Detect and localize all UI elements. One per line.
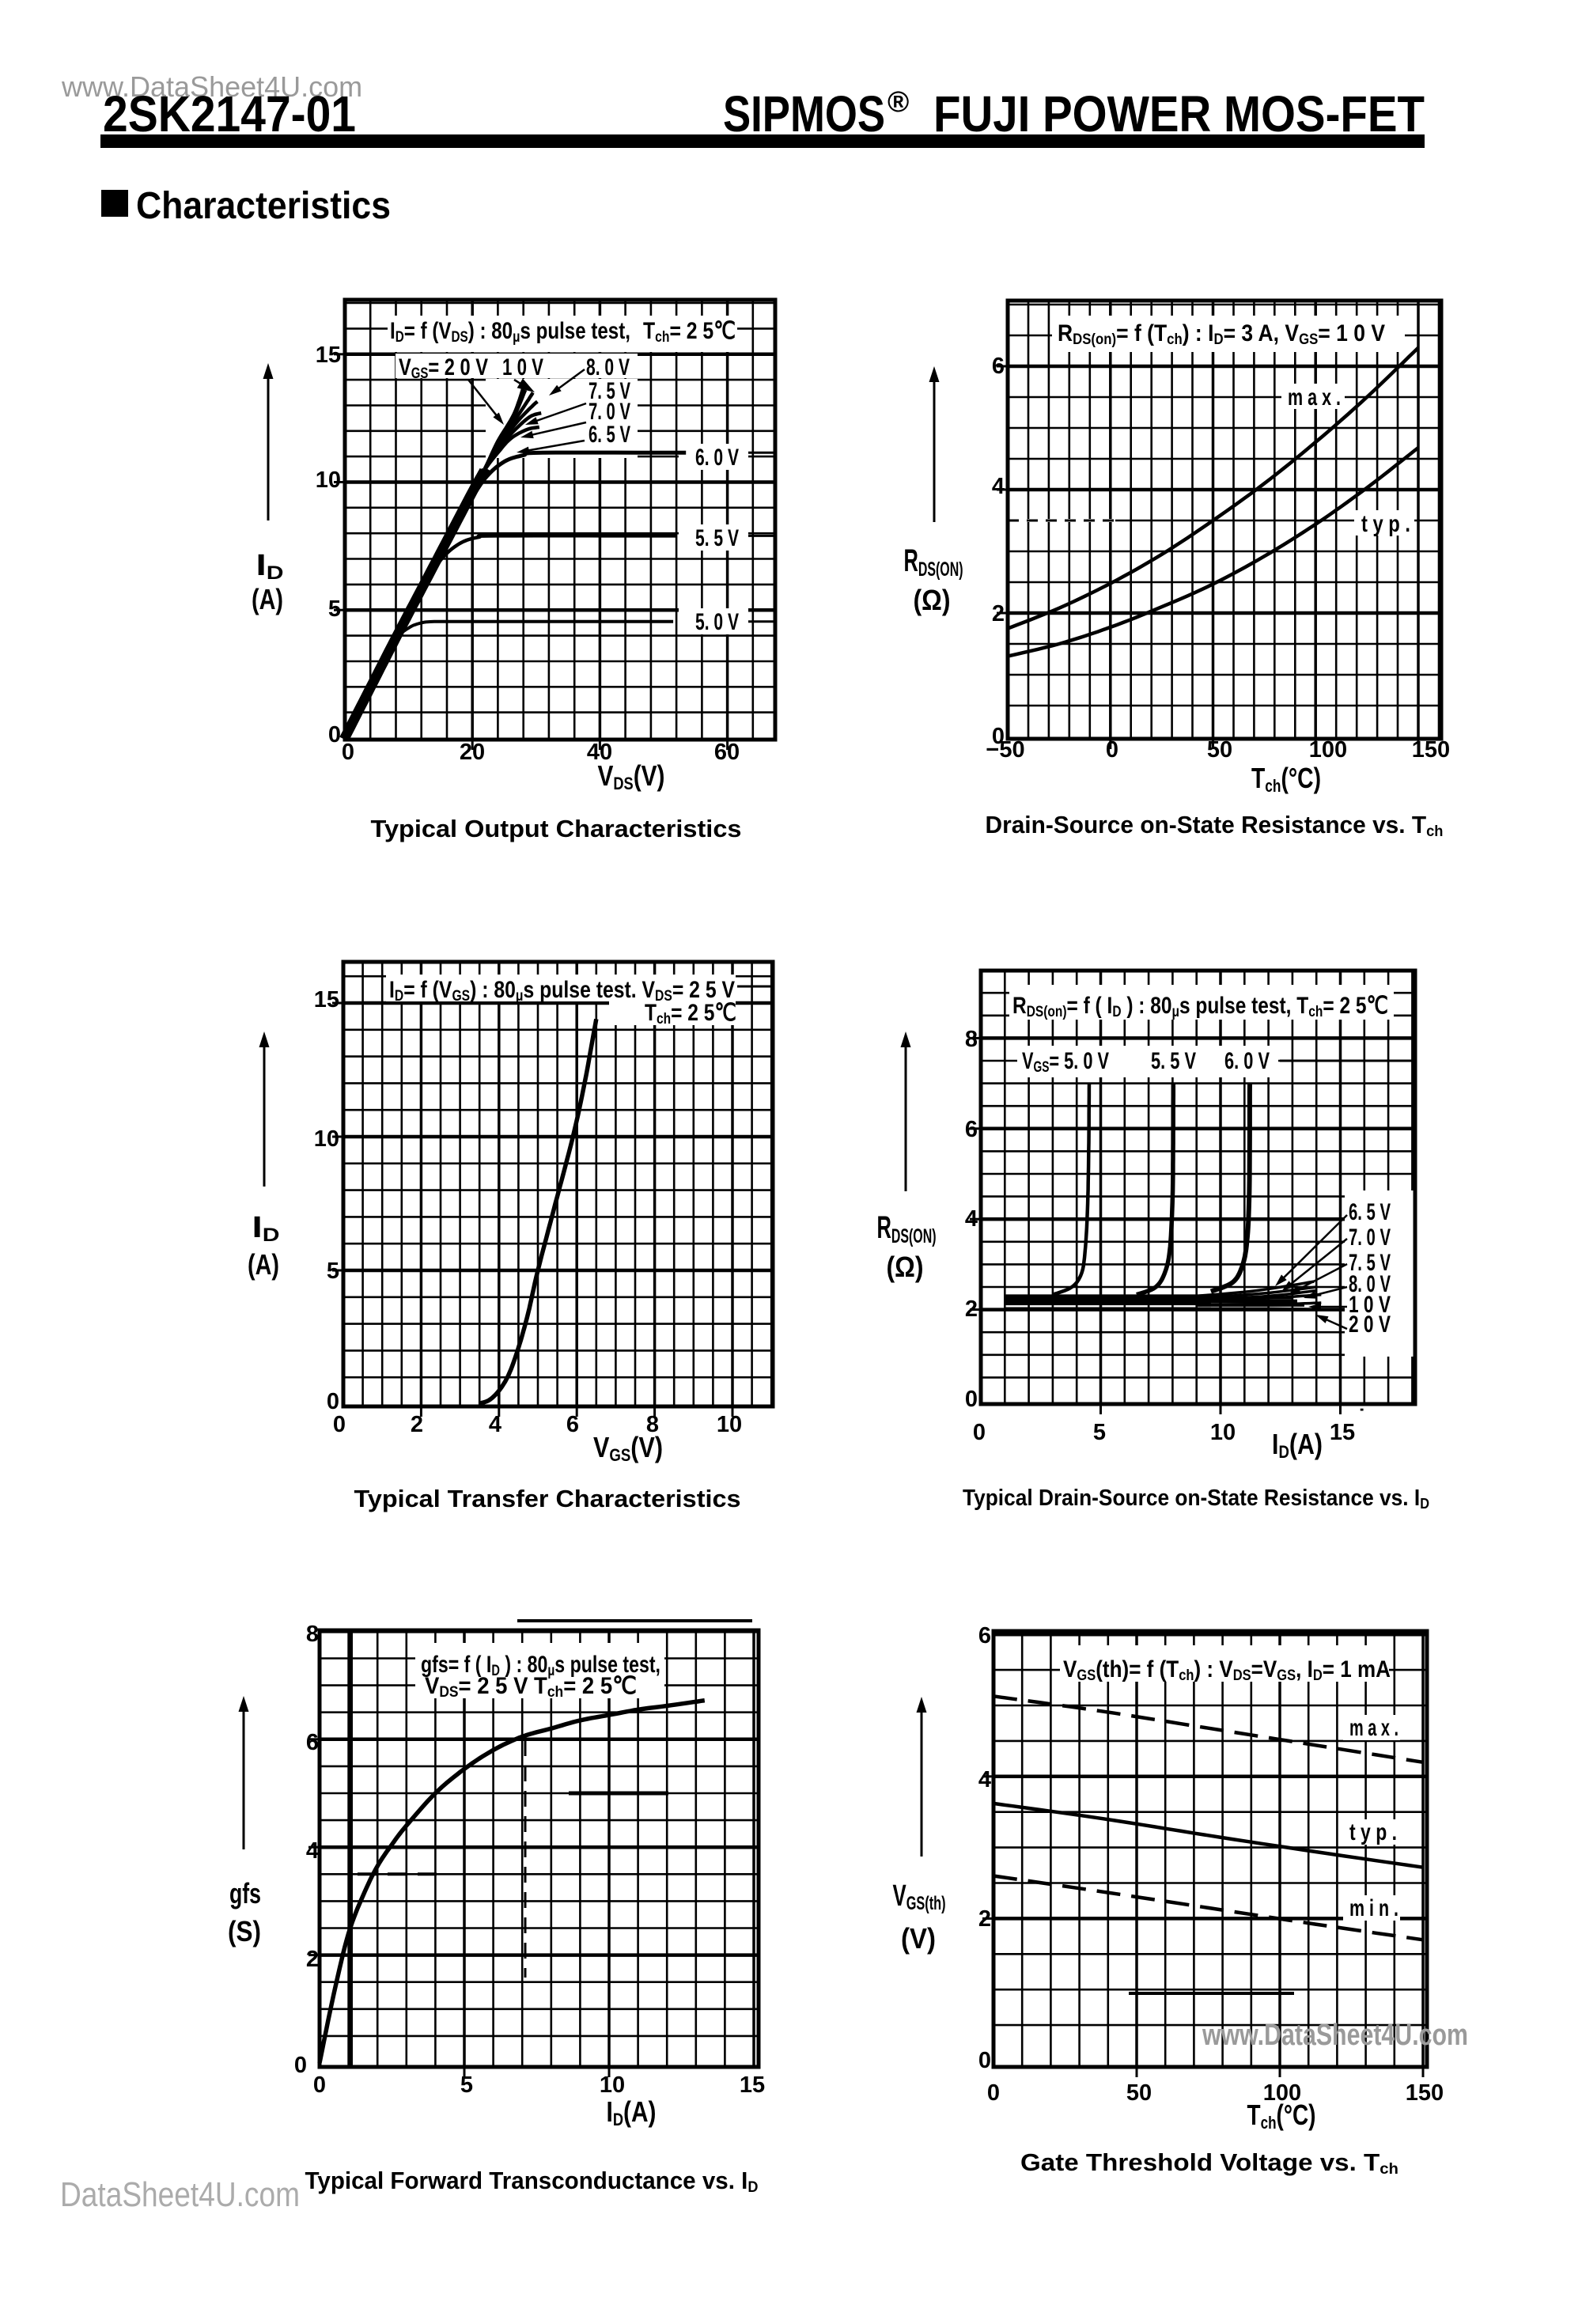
svg-text:150: 150 xyxy=(1406,2080,1444,2106)
svg-text:0: 0 xyxy=(1106,737,1118,763)
svg-text:0: 0 xyxy=(333,1412,346,1437)
svg-text:7. 0 V: 7. 0 V xyxy=(1349,1224,1391,1251)
svg-text:6. 5 V: 6. 5 V xyxy=(1349,1199,1391,1225)
svg-text:6: 6 xyxy=(566,1412,579,1437)
svg-text:4: 4 xyxy=(992,474,1005,499)
svg-text:8: 8 xyxy=(965,1027,978,1052)
svg-text:6: 6 xyxy=(306,1730,319,1755)
svg-text:2 0 V: 2 0 V xyxy=(1349,1312,1391,1338)
svg-text:50: 50 xyxy=(1126,2080,1152,2106)
svg-text:RDS(on)​= f ( ID​ ) : 80μ​s pu: RDS(on)​= f ( ID​ ) : 80μ​s pulse test, … xyxy=(1012,993,1388,1020)
svg-text:0: 0 xyxy=(327,1389,339,1414)
svg-text:8. 0 V: 8. 0 V xyxy=(1349,1271,1391,1297)
svg-text:(Ω): (Ω) xyxy=(914,584,951,616)
svg-text:t y p .: t y p . xyxy=(1361,511,1410,537)
svg-text:0: 0 xyxy=(973,1420,986,1445)
svg-text:8: 8 xyxy=(306,1622,319,1647)
svg-text:5: 5 xyxy=(460,2072,473,2098)
svg-text:8: 8 xyxy=(646,1412,659,1437)
svg-text:Typical Drain-Source on-State: Typical Drain-Source on-State Resistance… xyxy=(963,1486,1429,1512)
svg-text:10: 10 xyxy=(1210,1420,1236,1445)
svg-text:100: 100 xyxy=(1263,2080,1301,2106)
svg-text:0: 0 xyxy=(965,1387,978,1412)
svg-text:1 0 V: 1 0 V xyxy=(1349,1292,1391,1318)
svg-text:m i n .: m i n . xyxy=(1349,1895,1398,1921)
svg-text:0: 0 xyxy=(328,722,341,748)
svg-text:5. 5 V: 5. 5 V xyxy=(695,525,739,551)
svg-text:5. 5 V: 5. 5 V xyxy=(1151,1048,1196,1074)
svg-text:ID​= f (VDS​) : 80μ​s pulse te: ID​= f (VDS​) : 80μ​s pulse test, xyxy=(390,318,630,346)
svg-text:Typical Forward Transconductan: Typical Forward Transconductance vs. ID​ xyxy=(305,2167,759,2196)
svg-text:−50: −50 xyxy=(986,737,1024,763)
svg-text:www.DataSheet4U.com: www.DataSheet4U.com xyxy=(1202,2019,1468,2052)
svg-text:6. 5 V: 6. 5 V xyxy=(589,422,630,448)
svg-text:2: 2 xyxy=(306,1947,319,1972)
svg-text:4: 4 xyxy=(306,1838,319,1864)
svg-text:gfs= f ( ID​ ) : 80μ​s pulse t: gfs= f ( ID​ ) : 80μ​s pulse test, xyxy=(421,1652,660,1679)
svg-text:(Ω): (Ω) xyxy=(887,1251,924,1283)
svg-text:0: 0 xyxy=(978,2048,991,2073)
svg-text:5. 0 V: 5. 0 V xyxy=(695,609,739,635)
svg-text:50: 50 xyxy=(1207,737,1232,763)
svg-text:6. 0 V: 6. 0 V xyxy=(695,445,739,471)
svg-text:Gate Threshold Voltage vs. Tch: Gate Threshold Voltage vs. Tch​ xyxy=(1020,2148,1398,2178)
svg-text:0: 0 xyxy=(342,740,354,765)
svg-text:0: 0 xyxy=(992,724,1005,749)
svg-text:2SK2147-01: 2SK2147-01 xyxy=(103,85,356,142)
svg-text:4: 4 xyxy=(978,1767,991,1792)
svg-text:gfs: gfs xyxy=(229,1877,261,1910)
svg-text:10: 10 xyxy=(316,467,341,493)
svg-text:(V): (V) xyxy=(901,1922,936,1955)
svg-text:2: 2 xyxy=(411,1412,423,1437)
svg-text:Typical Output Characteristics: Typical Output Characteristics xyxy=(371,815,742,842)
svg-text:(S): (S) xyxy=(228,1915,261,1947)
svg-text:VGS​(th)= f (Tch​) : VDS​=VGS​: VGS​(th)= f (Tch​) : VDS​=VGS​, ID​= 1 m… xyxy=(1063,1656,1391,1684)
svg-text:SIPMOS: SIPMOS xyxy=(723,85,885,142)
svg-text:4: 4 xyxy=(489,1412,501,1437)
svg-text:DataSheet4U.com: DataSheet4U.com xyxy=(60,2175,300,2214)
svg-text:˙: ˙ xyxy=(1358,1405,1365,1429)
svg-text:FUJI POWER MOS-FET: FUJI POWER MOS-FET xyxy=(933,85,1425,142)
svg-text:(A): (A) xyxy=(248,1248,279,1281)
svg-text:6. 0 V: 6. 0 V xyxy=(1224,1048,1270,1074)
svg-text:ID​= f (VGS​) : 80μ​s pulse te: ID​= f (VGS​) : 80μ​s pulse test. VDS​= … xyxy=(389,977,735,1005)
svg-text:(A): (A) xyxy=(252,583,283,615)
svg-text:m a x .: m a x . xyxy=(1349,1715,1398,1741)
svg-text:8. 0 V: 8. 0 V xyxy=(586,354,630,380)
svg-text:Tch​(°C): Tch​(°C) xyxy=(1251,762,1321,796)
svg-text:10: 10 xyxy=(600,2072,625,2098)
svg-text:10: 10 xyxy=(717,1412,742,1437)
svg-text:10: 10 xyxy=(314,1126,339,1152)
svg-text:Characteristics: Characteristics xyxy=(136,185,391,227)
svg-text:®: ® xyxy=(888,85,909,118)
svg-text:Drain-Source on-State Resistan: Drain-Source on-State Resistance vs. Tch… xyxy=(986,811,1444,840)
svg-text:0: 0 xyxy=(313,2072,326,2098)
svg-text:7. 0 V: 7. 0 V xyxy=(589,399,630,425)
svg-text:0: 0 xyxy=(987,2080,1000,2106)
svg-text:Tch​(°C): Tch​(°C) xyxy=(1247,2099,1316,2133)
svg-text:7. 5 V: 7. 5 V xyxy=(589,378,630,404)
svg-text:6: 6 xyxy=(978,1623,991,1648)
svg-text:t y p .: t y p . xyxy=(1349,1819,1397,1845)
svg-text:0: 0 xyxy=(294,2053,307,2078)
svg-text:15: 15 xyxy=(314,987,339,1012)
svg-text:15: 15 xyxy=(740,2072,765,2098)
svg-text:7. 5 V: 7. 5 V xyxy=(1349,1250,1391,1276)
svg-text:www.DataSheet4U.com: www.DataSheet4U.com xyxy=(61,70,362,103)
svg-text:15: 15 xyxy=(1330,1420,1355,1445)
svg-text:Typical Transfer Characteristi: Typical Transfer Characteristics xyxy=(354,1485,741,1512)
svg-text:m a x .: m a x . xyxy=(1288,384,1341,411)
svg-text:1 0 V: 1 0 V xyxy=(502,354,543,380)
svg-text:5: 5 xyxy=(1093,1420,1106,1445)
svg-text:VDS​= 2 5 V Tch​= 2 5℃: VDS​= 2 5 V Tch​= 2 5℃ xyxy=(425,1673,637,1701)
